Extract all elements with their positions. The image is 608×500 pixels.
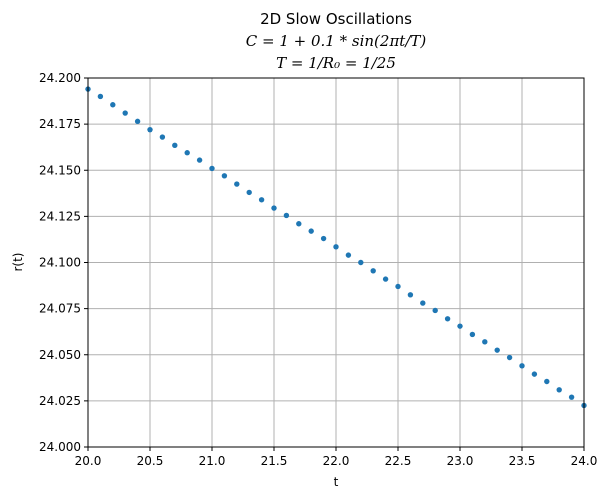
x-tick-label: 20.5 [137, 454, 164, 468]
data-point [221, 173, 228, 179]
y-tick-label: 24.025 [39, 394, 81, 408]
data-point [556, 387, 562, 393]
data-point [234, 181, 240, 187]
x-axis-label: t [334, 475, 339, 489]
data-point [184, 150, 190, 156]
data-point [258, 197, 265, 203]
data-point [296, 221, 302, 227]
data-point [172, 142, 178, 149]
data-point [345, 252, 352, 258]
data-point [122, 110, 128, 116]
data-point [568, 394, 575, 400]
y-axis-ticks: 24.000 24.025 24.050 24.075 24.100 24.125 24.1… [39, 71, 88, 454]
x-tick-label: 23.5 [509, 454, 536, 468]
y-tick-label: 24.175 [39, 117, 81, 131]
data-point [482, 339, 488, 345]
y-tick-label: 24.100 [39, 256, 81, 270]
data-point [333, 244, 339, 250]
data-point [134, 118, 141, 125]
data-point [283, 212, 290, 219]
x-tick-label: 22.0 [323, 454, 350, 468]
y-tick-label: 24.000 [39, 440, 81, 454]
data-points [85, 86, 587, 409]
data-point [531, 371, 538, 377]
x-tick-label: 20.0 [75, 454, 102, 468]
data-point [506, 354, 513, 361]
y-tick-label: 24.050 [39, 348, 81, 362]
data-point [432, 307, 438, 314]
x-tick-label: 22.5 [385, 454, 412, 468]
data-point [147, 126, 153, 133]
data-point [444, 316, 451, 322]
data-point [407, 292, 414, 298]
data-point [457, 323, 463, 329]
data-point [97, 93, 104, 100]
data-point [519, 363, 525, 369]
data-point [358, 259, 364, 266]
data-point [209, 165, 215, 172]
y-tick-label: 24.150 [39, 163, 81, 177]
data-point [271, 205, 277, 211]
chart-title-line1: 2D Slow Oscillations [260, 10, 412, 28]
y-tick-label: 24.125 [39, 209, 81, 223]
data-point [469, 331, 476, 338]
data-point [395, 283, 401, 290]
data-point [382, 276, 389, 282]
chart-title-line2: C = 1 + 0.1 * sin(2πt/T) [246, 32, 427, 50]
x-axis-ticks: 20.0 20.5 21.0 21.5 22.0 22.5 23.0 23.5 24.0 [75, 447, 598, 468]
x-tick-label: 24.0 [571, 454, 598, 468]
data-point [544, 378, 550, 385]
data-point [196, 157, 203, 163]
data-point [320, 235, 327, 242]
y-axis-label: r(t) [11, 252, 25, 271]
x-tick-label: 21.5 [261, 454, 288, 468]
data-point [159, 134, 166, 140]
data-point [420, 300, 426, 306]
data-point [110, 102, 116, 108]
data-point [308, 228, 314, 234]
x-tick-label: 23.0 [447, 454, 474, 468]
data-point [370, 268, 376, 274]
data-point [494, 347, 500, 353]
y-tick-label: 24.075 [39, 302, 81, 316]
x-tick-label: 21.0 [199, 454, 226, 468]
y-tick-label: 24.200 [39, 71, 81, 85]
data-point [246, 189, 252, 196]
chart-title-line3: T = 1/R₀ = 1/25 [276, 54, 396, 72]
